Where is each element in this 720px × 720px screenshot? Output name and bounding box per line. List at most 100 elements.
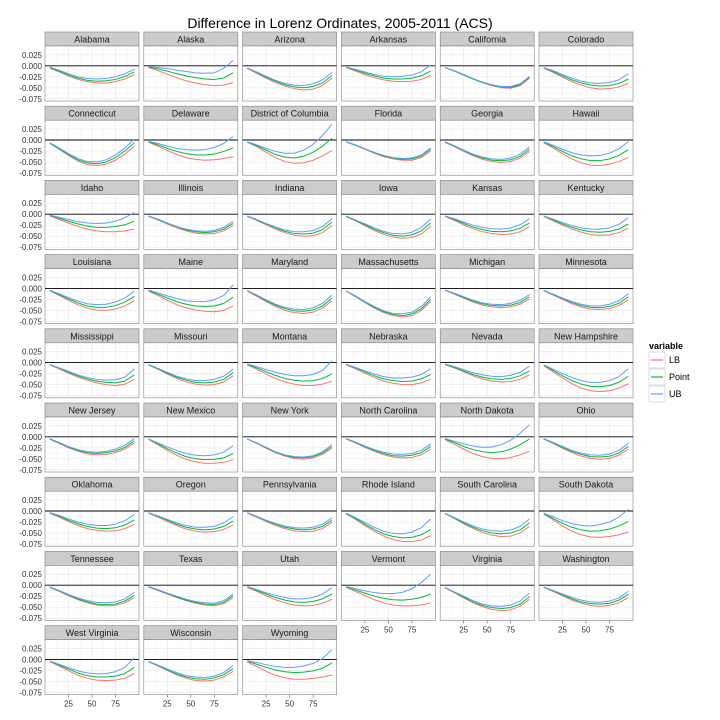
facet-label: Missouri <box>174 331 208 341</box>
series-line-lb <box>49 512 135 532</box>
series-line-lb <box>543 513 629 538</box>
y-tick-label: 0.025 <box>22 422 43 431</box>
facet-label: Idaho <box>81 183 104 193</box>
series-line-point <box>247 660 333 674</box>
legend-entry: LB <box>648 351 680 369</box>
facet-label: Colorado <box>568 35 605 45</box>
y-tick-label: 0.000 <box>22 581 43 590</box>
facet-label: Florida <box>375 109 403 119</box>
facet-panel: Georgia <box>439 105 535 176</box>
facet-label: West Virginia <box>66 628 119 638</box>
series-line-ub <box>444 586 530 607</box>
series-line-ub <box>148 215 234 232</box>
facet-label: Kansas <box>472 183 503 193</box>
facet-label: South Dakota <box>559 480 614 490</box>
legend-label: LB <box>669 355 680 365</box>
facet-panel: Texas <box>143 551 239 621</box>
y-tick-label: -0.075 <box>19 243 42 252</box>
facet-label: North Dakota <box>461 406 514 416</box>
legend-title: variable <box>649 341 683 351</box>
y-tick-label: -0.025 <box>19 592 42 601</box>
facet-panel: Mississippi -0.075 -0.050 -0.025 0.000 0.025 <box>19 328 140 401</box>
facet-label: Indiana <box>275 183 305 193</box>
series-line-ub <box>247 512 333 529</box>
series-line-point <box>543 586 629 605</box>
facet-panel: Nevada <box>439 328 535 399</box>
series-line-ub <box>345 64 431 78</box>
facet-label: Tennessee <box>70 554 114 564</box>
y-tick-label: -0.050 <box>19 455 42 464</box>
facet-panel: Virginia 25 50 75 <box>439 551 535 634</box>
series-line-lb <box>49 364 135 386</box>
y-tick-label: 0.000 <box>22 62 43 71</box>
series-line-lb <box>148 364 234 386</box>
series-line-ub <box>247 215 333 233</box>
series-line-point <box>444 586 530 610</box>
series-line-ub <box>345 438 431 455</box>
series-line-ub <box>247 290 333 311</box>
y-tick-label: -0.025 <box>19 295 42 304</box>
series-line-ub <box>148 512 234 528</box>
facet-label: Oklahoma <box>71 480 112 490</box>
series-line-ub <box>247 649 333 668</box>
series-line-ub <box>543 141 629 157</box>
series-line-point <box>49 215 135 228</box>
facet-panel: Idaho -0.075 -0.050 -0.025 0.000 0.025 <box>19 180 140 252</box>
series-line-ub <box>247 123 333 154</box>
series-line-ub <box>345 215 432 235</box>
y-tick-label: 0.025 <box>22 273 43 282</box>
series-line-ub <box>543 215 629 230</box>
x-tick-label: 50 <box>186 700 195 709</box>
x-tick-label: 25 <box>360 625 369 634</box>
series-line-lb <box>148 512 234 533</box>
series-line-lb <box>49 215 135 233</box>
x-tick-label: 50 <box>582 625 591 634</box>
facet-panel: Pennsylvania <box>242 476 337 547</box>
series-line-point <box>49 363 135 384</box>
series-line-lb <box>247 67 333 91</box>
legend: variable LB Point UB <box>648 341 690 403</box>
series-line-point <box>345 363 431 383</box>
series-line-point <box>148 438 234 461</box>
y-tick-label: 0.000 <box>22 507 43 516</box>
facet-panel: Vermont 25 50 75 <box>341 551 436 634</box>
y-tick-label: 0.000 <box>22 284 43 293</box>
series-line-point <box>49 67 135 82</box>
x-tick-label: 50 <box>285 700 294 709</box>
y-tick-label: -0.050 <box>19 84 42 93</box>
facet-label: Kentucky <box>567 183 605 193</box>
facet-panel: Colorado <box>538 31 634 102</box>
facet-panel: Missouri <box>143 328 239 399</box>
y-tick-label: -0.025 <box>19 666 42 675</box>
series-line-point <box>543 438 629 458</box>
facet-panel: Maryland <box>242 254 337 324</box>
facet-label: Hawaii <box>572 109 599 119</box>
x-tick-label: 25 <box>262 700 271 709</box>
series-line-point <box>543 67 629 87</box>
series-line-point <box>148 290 234 307</box>
series-line-lb <box>49 142 135 167</box>
series-line-lb <box>543 215 629 236</box>
series-line-point <box>345 513 431 539</box>
y-tick-label: -0.075 <box>19 540 42 549</box>
series-line-lb <box>345 586 431 607</box>
facet-panel: Arizona <box>242 31 337 102</box>
series-line-ub <box>148 660 234 678</box>
facet-label: Nevada <box>472 331 503 341</box>
facet-label: Minnesota <box>565 257 607 267</box>
series-line-ub <box>148 60 234 74</box>
series-line-point <box>148 364 234 384</box>
series-line-point <box>49 290 135 308</box>
y-tick-label: -0.075 <box>19 95 42 104</box>
series-line-ub <box>49 512 135 527</box>
series-line-ub <box>345 290 432 315</box>
series-line-point <box>543 215 629 233</box>
x-tick-label: 25 <box>163 700 172 709</box>
facet-grid: Alabama -0.075 -0.050 -0.025 0.000 0.025 Alask… <box>19 31 634 709</box>
facet-label: Utah <box>280 554 299 564</box>
facet-panel: Wyoming 25 50 75 <box>242 625 337 709</box>
series-line-lb <box>345 438 431 459</box>
series-line-lb <box>345 513 431 543</box>
series-line-ub <box>345 141 431 159</box>
